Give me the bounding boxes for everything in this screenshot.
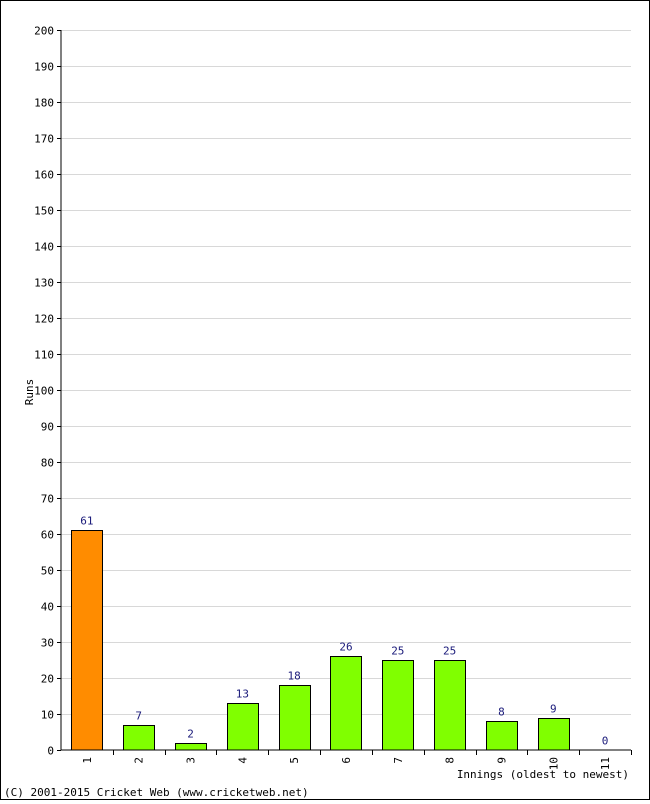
y-tick-label: 120 — [34, 313, 54, 326]
data-label: 26 — [339, 641, 352, 654]
x-axis-title: Innings (oldest to newest) — [457, 768, 629, 781]
data-label: 18 — [288, 670, 301, 683]
y-tick-label: 170 — [34, 133, 54, 146]
y-tick-label: 160 — [34, 169, 54, 182]
x-tick-label: 2 — [133, 757, 146, 764]
y-tick-label: 150 — [34, 205, 54, 218]
y-tick-label: 70 — [41, 493, 54, 506]
data-label: 7 — [135, 710, 142, 723]
y-tick-label: 80 — [41, 457, 54, 470]
data-label: 9 — [550, 703, 557, 716]
y-tick-label: 90 — [41, 421, 54, 434]
bar — [123, 725, 155, 751]
y-tick-label: 10 — [41, 709, 54, 722]
x-tick-label: 1 — [81, 757, 94, 764]
x-tick-label: 3 — [185, 757, 198, 764]
y-axis-title: Runs — [23, 379, 36, 406]
data-label: 8 — [498, 706, 505, 719]
y-tick-label: 0 — [47, 745, 54, 758]
bar — [330, 656, 362, 751]
x-tick-label: 6 — [340, 757, 353, 764]
y-tick-label: 50 — [41, 565, 54, 578]
data-label: 13 — [236, 688, 249, 701]
data-label: 61 — [80, 515, 93, 528]
data-labels: 61 7 2 13 18 26 25 25 8 9 0 — [80, 515, 608, 748]
y-tick-label: 180 — [34, 97, 54, 110]
bar — [434, 660, 466, 751]
axes — [60, 30, 631, 751]
y-tick-label: 40 — [41, 601, 54, 614]
bar — [486, 721, 518, 751]
y-tick-label: 110 — [34, 349, 54, 362]
y-tick-label: 20 — [41, 673, 54, 686]
data-label: 0 — [602, 735, 609, 748]
bar — [538, 718, 570, 751]
gridlines — [61, 30, 631, 715]
bars — [71, 530, 570, 751]
bar — [71, 530, 103, 751]
y-tick-label: 30 — [41, 637, 54, 650]
x-tick-label: 9 — [495, 757, 508, 764]
x-tick-label: 7 — [392, 757, 405, 764]
x-tick-label: 4 — [236, 757, 249, 764]
y-tick-label: 140 — [34, 241, 54, 254]
data-label: 2 — [187, 728, 194, 741]
x-tick-label: 11 — [599, 757, 612, 770]
y-tick-label: 190 — [34, 61, 54, 74]
y-tick-label: 100 — [34, 385, 54, 398]
data-label: 25 — [391, 645, 404, 658]
copyright-text: (C) 2001-2015 Cricket Web (www.cricketwe… — [4, 786, 309, 799]
bar — [279, 685, 311, 751]
y-tick-label: 130 — [34, 277, 54, 290]
x-tick-label: 8 — [444, 757, 457, 764]
y-axis-ticks: 0 10 20 30 40 50 60 70 80 90 100 110 120 130 140 150 160… — [34, 25, 61, 758]
y-tick-label: 200 — [34, 25, 54, 38]
bar — [227, 703, 259, 751]
bar — [175, 743, 207, 751]
y-tick-label: 60 — [41, 529, 54, 542]
x-axis-ticks: 1 2 3 4 5 6 7 8 9 10 11 — [81, 750, 632, 770]
data-label: 25 — [443, 645, 456, 658]
x-tick-label: 10 — [547, 757, 560, 770]
x-tick-label: 5 — [288, 757, 301, 764]
bar — [382, 660, 414, 751]
